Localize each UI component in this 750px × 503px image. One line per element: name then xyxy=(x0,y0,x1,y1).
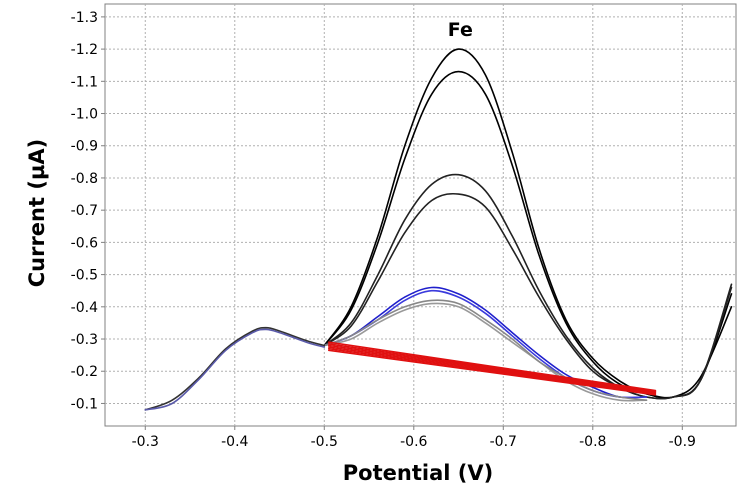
series-line-4 xyxy=(323,192,733,400)
y-tick-label: -0.5 xyxy=(71,268,98,284)
series-group xyxy=(144,48,733,411)
series-line-15 xyxy=(144,326,326,411)
series-line-14 xyxy=(328,341,657,392)
x-tick-label: -0.8 xyxy=(579,434,606,450)
y-tick-label: -1.3 xyxy=(71,10,98,26)
y-tick-label: -0.2 xyxy=(71,364,98,380)
x-axis-ticks: -0.3 -0.4 -0.5 -0.6 -0.7 -0.8 -0.9 xyxy=(132,426,696,450)
series-line-7 xyxy=(323,302,648,402)
x-axis-title: Potential (V) xyxy=(343,461,493,485)
y-tick-label: -0.7 xyxy=(71,203,98,219)
series-line-2 xyxy=(323,70,733,399)
series-line-10 xyxy=(328,347,657,395)
x-tick-label: -0.3 xyxy=(132,434,159,450)
x-tick-label: -0.5 xyxy=(311,434,338,450)
series-line-12 xyxy=(328,344,657,393)
y-tick-label: -1.0 xyxy=(71,107,98,123)
y-axis-ticks: -0.1 -0.2 -0.3 -0.4 -0.5 -0.6 -0.7 -0.8 -0.9 -1.0… xyxy=(71,10,105,412)
x-tick-label: -0.7 xyxy=(490,434,517,450)
series-line-9 xyxy=(328,349,657,396)
series-line-11 xyxy=(328,346,657,394)
fe-peak-label: Fe xyxy=(448,19,473,41)
y-tick-label: -1.2 xyxy=(71,42,98,58)
y-axis-title: Current (µA) xyxy=(25,139,49,288)
y-tick-label: -1.1 xyxy=(71,74,98,90)
y-tick-label: -0.4 xyxy=(71,300,98,316)
y-tick-label: -0.6 xyxy=(71,235,98,251)
annotations: Fe xyxy=(448,19,473,41)
series-line-8 xyxy=(323,299,648,401)
y-tick-label: -0.9 xyxy=(71,139,98,155)
y-tick-label: -0.3 xyxy=(71,332,98,348)
y-tick-label: -0.8 xyxy=(71,171,98,187)
x-tick-label: -0.6 xyxy=(400,434,427,450)
x-tick-label: -0.4 xyxy=(221,434,248,450)
x-tick-label: -0.9 xyxy=(669,434,696,450)
grid xyxy=(105,4,736,426)
series-line-5 xyxy=(323,286,648,399)
series-line-16 xyxy=(144,328,326,411)
y-tick-label: -0.1 xyxy=(71,396,98,412)
